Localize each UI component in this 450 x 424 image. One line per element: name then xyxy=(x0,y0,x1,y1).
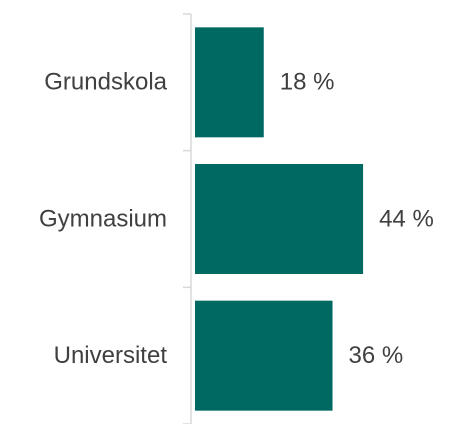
bar xyxy=(195,300,333,411)
value-label: 18 % xyxy=(280,69,335,96)
category-label: Grundskola xyxy=(44,69,167,96)
category-label: Gymnasium xyxy=(39,205,167,232)
value-label: 36 % xyxy=(349,342,404,369)
value-label: 44 % xyxy=(379,205,434,232)
category-label: Universitet xyxy=(54,342,168,369)
bar xyxy=(195,164,364,274)
bar xyxy=(195,27,264,138)
